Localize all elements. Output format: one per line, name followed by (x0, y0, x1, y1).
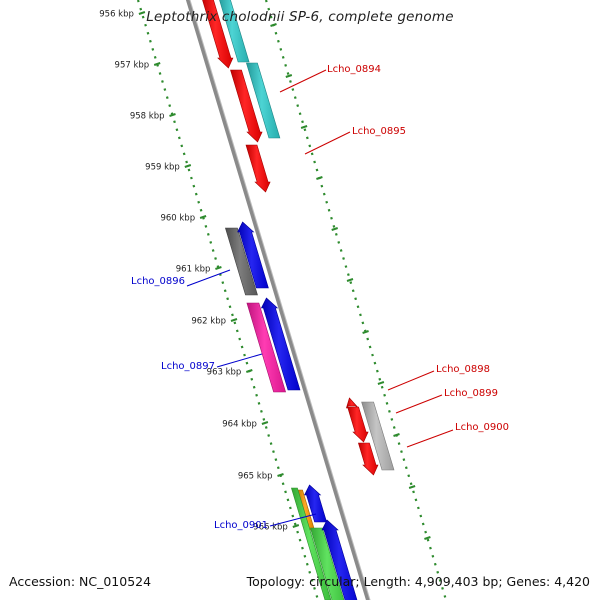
gene-label-leader (406, 429, 454, 448)
scale-label: 966 kbp (253, 523, 288, 533)
scale-tick-left (169, 113, 176, 117)
scale-tick-left (230, 318, 238, 322)
red-gene (357, 442, 379, 476)
genome-backbone-highlight (189, 0, 371, 600)
scale-tick-left (184, 164, 192, 168)
accession-text: Accession: NC_010524 (9, 574, 152, 589)
gene-label: Lcho_0899 (444, 388, 498, 399)
scale-label: 959 kbp (145, 163, 180, 173)
blue-gene (304, 484, 328, 523)
gene-label: Lcho_0897 (161, 361, 215, 372)
scale-label: 956 kbp (99, 10, 134, 20)
scale-tick-left (138, 11, 146, 15)
scale-tick-left (199, 215, 207, 219)
red-gene (347, 406, 369, 443)
scale-tick-right (331, 227, 339, 231)
light-gray-gene (361, 401, 395, 471)
scale-label: 961 kbp (176, 265, 211, 275)
gene-label-leader (279, 69, 327, 93)
scale-label: 965 kbp (238, 472, 273, 482)
gene-label-leader (186, 269, 231, 287)
gene-label: Lcho_0901 (214, 520, 268, 531)
blue-gene (237, 221, 269, 289)
scale-tick-left (215, 266, 222, 270)
scale-tick-right (408, 485, 416, 489)
cyan-gene (219, 0, 250, 63)
gene-label-leader (216, 353, 263, 368)
scale-label: 957 kbp (115, 61, 150, 71)
gene-label: Lcho_0900 (455, 422, 509, 433)
map-title: Leptothrix cholodnii SP-6, complete geno… (146, 9, 454, 25)
cyan-gene (245, 62, 281, 139)
scale-tick-left (261, 421, 269, 425)
genome-summary-text: Topology: circular; Length: 4,909,403 bp… (246, 574, 590, 589)
scale-label: 958 kbp (130, 112, 165, 122)
red-gene (230, 69, 263, 143)
gene-label-leader (304, 131, 351, 155)
scale-tick-right (362, 330, 369, 334)
scale-tick-right (346, 278, 354, 282)
genome-backbone (185, 0, 371, 600)
scale-tick-right (285, 74, 293, 78)
scale-label: 963 kbp (207, 368, 242, 378)
scale-ruler-right (264, 0, 448, 600)
scale-tick-right (424, 536, 431, 540)
gray-gene (224, 227, 258, 296)
red-gene (245, 144, 271, 193)
scale-tick-left (245, 369, 253, 373)
red-gene (202, 0, 234, 69)
scale-tick-right (377, 381, 385, 385)
gene-label: Lcho_0895 (352, 126, 406, 137)
scale-tick-right (393, 433, 400, 437)
scale-tick-right (300, 125, 308, 129)
blue-gene (321, 519, 358, 600)
gene-label: Lcho_0896 (131, 276, 185, 287)
gene-label-leader (269, 513, 317, 527)
scale-tick-right (270, 23, 277, 27)
scale-label: 960 kbp (160, 214, 195, 224)
scale-tick-left (153, 62, 161, 66)
green-gene (290, 487, 332, 600)
scale-tick-left (292, 524, 300, 528)
gene-label-leader (387, 370, 435, 391)
scale-ruler-left (136, 0, 320, 600)
red-gene (345, 397, 360, 409)
scale-tick-left (277, 473, 284, 477)
blue-gene (260, 297, 301, 391)
gene-label: Lcho_0898 (436, 364, 490, 375)
magenta-gene (246, 302, 287, 393)
scale-label: 964 kbp (222, 420, 257, 430)
gene-label: Lcho_0894 (327, 64, 381, 75)
gene-label-leader (395, 394, 443, 414)
scale-label: 962 kbp (191, 317, 226, 327)
green-gene (309, 527, 345, 600)
scale-tick-right (316, 176, 323, 180)
